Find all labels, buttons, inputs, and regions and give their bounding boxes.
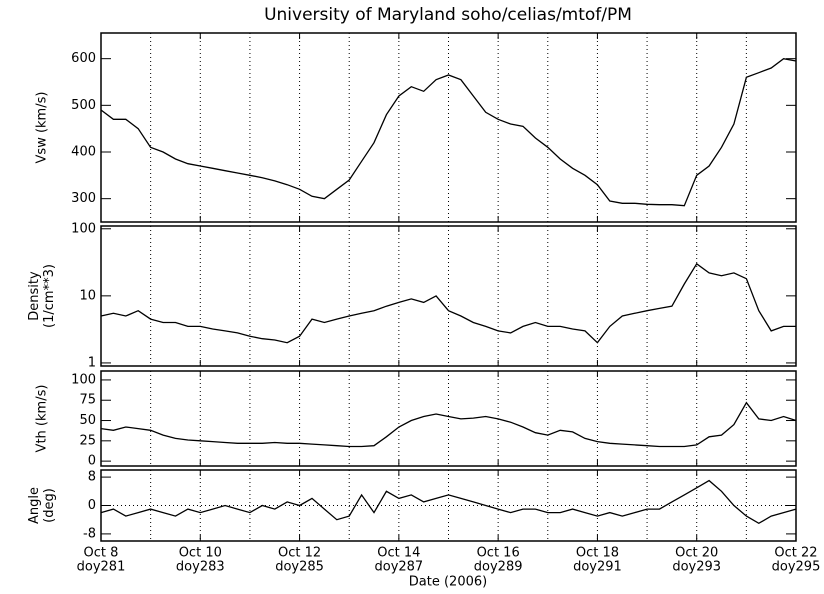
y-tick-label: 0 bbox=[88, 498, 96, 513]
y-tick-label: 0 bbox=[88, 454, 96, 469]
y-tick-label: 25 bbox=[79, 433, 96, 448]
y-tick-label: 100 bbox=[71, 221, 96, 236]
y-tick-label: 75 bbox=[79, 393, 96, 408]
x-tick-label: Oct 18 bbox=[576, 546, 619, 561]
x-tick-label: Oct 12 bbox=[278, 546, 321, 561]
x-tick-sublabel: doy283 bbox=[176, 560, 225, 575]
y-axis-label: (1/cm**3) bbox=[42, 264, 57, 328]
y-tick-label: 600 bbox=[71, 51, 96, 66]
x-tick-sublabel: doy289 bbox=[474, 560, 523, 575]
data-line bbox=[100, 58, 797, 207]
x-axis-label: Date (2006) bbox=[409, 575, 487, 590]
y-tick-label: 8 bbox=[88, 470, 96, 485]
panel-frame bbox=[100, 469, 797, 542]
x-tick-label: Oct 14 bbox=[377, 546, 420, 561]
y-tick-label: 50 bbox=[79, 413, 96, 428]
y-tick-label: -8 bbox=[83, 526, 96, 541]
y-tick-label: 300 bbox=[71, 191, 96, 206]
x-tick-label: Oct 16 bbox=[477, 546, 520, 561]
panel-frame bbox=[100, 225, 797, 367]
y-axis-label: Angle bbox=[27, 487, 42, 524]
y-axis-label: Vsw (km/s) bbox=[35, 92, 50, 164]
y-tick-label: 500 bbox=[71, 98, 96, 113]
x-tick-label: Oct 20 bbox=[675, 546, 718, 561]
data-line bbox=[100, 479, 797, 525]
y-axis-label: Density bbox=[27, 271, 42, 321]
x-tick-sublabel: doy287 bbox=[374, 560, 423, 575]
y-tick-label: 10 bbox=[79, 288, 96, 303]
x-tick-sublabel: doy285 bbox=[275, 560, 324, 575]
chart-title: University of Maryland soho/celias/mtof/… bbox=[264, 5, 632, 25]
y-axis-label: (deg) bbox=[42, 488, 57, 523]
panel-frame bbox=[100, 370, 797, 467]
y-tick-label: 100 bbox=[71, 372, 96, 387]
x-tick-sublabel: doy291 bbox=[573, 560, 622, 575]
y-axis-label: Vth (km/s) bbox=[35, 385, 50, 453]
data-line bbox=[100, 262, 796, 344]
data-line bbox=[100, 401, 797, 448]
x-tick-sublabel: doy281 bbox=[77, 560, 126, 575]
x-tick-label: Oct 10 bbox=[179, 546, 222, 561]
x-tick-sublabel: doy293 bbox=[672, 560, 721, 575]
x-tick-label: Oct 8 bbox=[84, 546, 119, 561]
y-tick-label: 400 bbox=[71, 145, 96, 160]
y-tick-label: 1 bbox=[88, 355, 96, 370]
x-tick-label: Oct 22 bbox=[774, 546, 817, 561]
panel-frame bbox=[100, 32, 797, 223]
x-tick-sublabel: doy295 bbox=[772, 560, 821, 575]
